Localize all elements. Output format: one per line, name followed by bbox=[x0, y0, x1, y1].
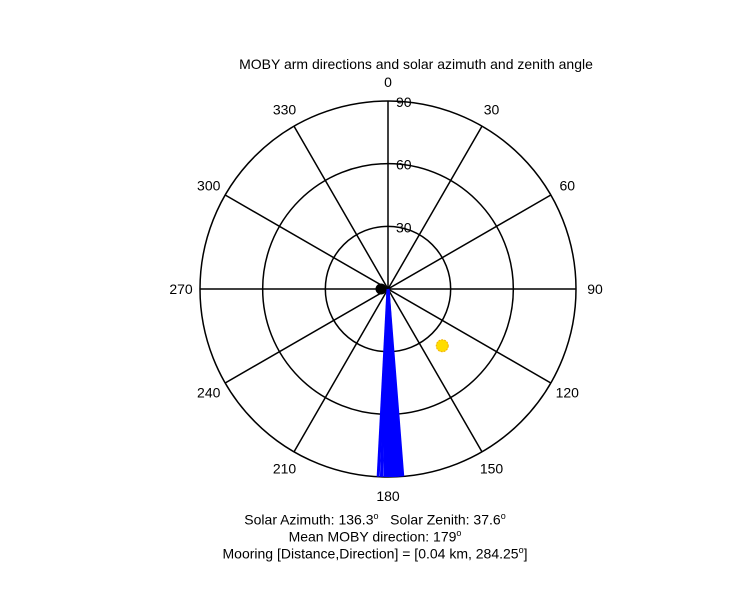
degree-symbol: o bbox=[373, 511, 379, 521]
mooring-close: ] bbox=[523, 545, 528, 562]
radial-tick-label: 60 bbox=[396, 157, 412, 173]
center-marker bbox=[375, 283, 387, 295]
angle-tick-label: 60 bbox=[559, 178, 575, 194]
degree-symbol: o bbox=[500, 511, 506, 521]
angle-tick-labels: 0 30 60 90 120 150 180 210 240 270 300 330 bbox=[169, 74, 603, 504]
angle-tick-label: 30 bbox=[484, 102, 500, 118]
sun-marker bbox=[435, 339, 449, 353]
angle-tick-label: 120 bbox=[556, 385, 580, 401]
solar-caption: Solar Azimuth: 136.3o Solar Zenith: 37.6… bbox=[0, 508, 750, 529]
radial-tick-label: 90 bbox=[396, 94, 412, 110]
angle-tick-label: 300 bbox=[197, 178, 221, 194]
mooring-label: Mooring [Distance,Direction] = [0.04 km,… bbox=[222, 545, 519, 562]
mean-direction-caption: Mean MOBY direction: 179o bbox=[0, 525, 750, 546]
angle-tick-label: 240 bbox=[197, 385, 221, 401]
radial-tick-labels: 30 60 90 bbox=[396, 94, 412, 235]
radial-tick-label: 30 bbox=[396, 219, 412, 235]
angle-tick-label: 330 bbox=[273, 102, 297, 118]
angle-tick-label: 0 bbox=[384, 74, 392, 90]
markers bbox=[375, 283, 449, 353]
degree-symbol: o bbox=[456, 528, 462, 538]
arm-direction-line bbox=[376, 288, 390, 477]
solar-azimuth-label: Solar Azimuth: 136.3 bbox=[244, 511, 374, 528]
chart-title: MOBY arm directions and solar azimuth an… bbox=[239, 56, 593, 72]
solar-zenith-label: Solar Zenith: 37.6 bbox=[390, 511, 501, 528]
mooring-caption: Mooring [Distance,Direction] = [0.04 km,… bbox=[0, 542, 750, 563]
mean-direction-label: Mean MOBY direction: 179 bbox=[288, 528, 457, 545]
angle-tick-label: 180 bbox=[376, 488, 400, 504]
angle-tick-label: 210 bbox=[273, 460, 297, 476]
degree-symbol: o bbox=[518, 545, 524, 555]
angle-tick-label: 150 bbox=[480, 460, 504, 476]
angle-tick-label: 270 bbox=[169, 281, 193, 297]
arm-directions bbox=[376, 288, 405, 478]
angle-tick-label: 90 bbox=[587, 281, 603, 297]
